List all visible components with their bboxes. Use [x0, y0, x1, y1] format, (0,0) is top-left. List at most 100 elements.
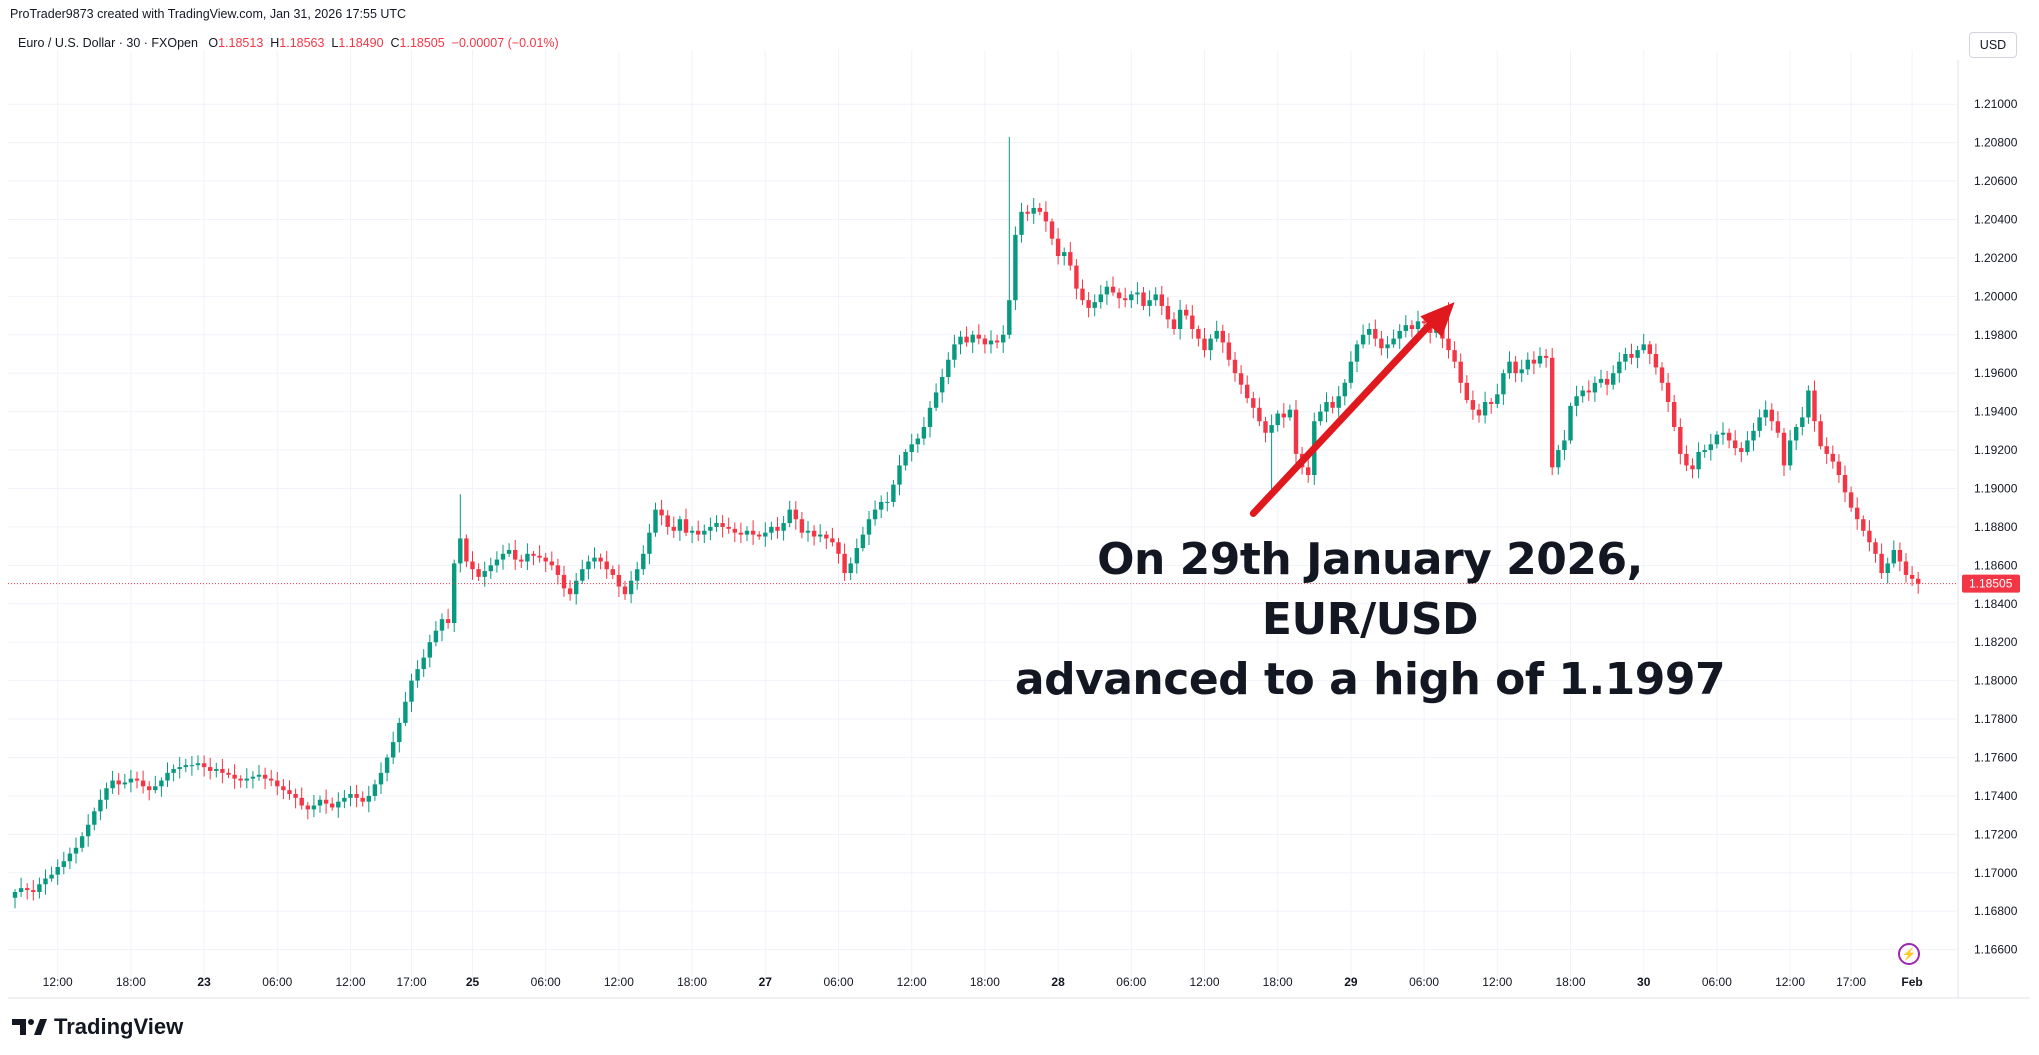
candle-body	[500, 553, 506, 560]
candle-body	[628, 580, 634, 595]
candle-body	[1818, 421, 1823, 447]
candle-body	[1190, 315, 1195, 330]
candle-body	[1653, 353, 1659, 368]
candle-body	[1684, 453, 1689, 466]
candle-body	[1104, 286, 1110, 295]
candle-body	[1013, 234, 1018, 301]
candle-body	[384, 757, 390, 773]
candle-body	[696, 530, 701, 535]
x-tick-label: 12:00	[1482, 975, 1512, 989]
candle-body	[1562, 440, 1567, 451]
candle-body	[1556, 450, 1561, 468]
y-tick-label: 1.20000	[1974, 289, 2018, 303]
y-tick-label: 1.20800	[1974, 136, 2018, 150]
candle-body	[1360, 334, 1366, 345]
candle-body	[580, 569, 585, 581]
candle-body	[830, 538, 835, 543]
candle-body	[1458, 361, 1463, 383]
y-tick-label: 1.19400	[1974, 405, 2018, 419]
candle-body	[1495, 394, 1500, 404]
candle-body	[787, 509, 792, 524]
candle-body	[1537, 355, 1543, 364]
candle-body	[445, 619, 451, 623]
y-tick-label: 1.20600	[1974, 174, 2018, 188]
candle-body	[421, 657, 426, 670]
candle-body	[1025, 211, 1030, 214]
candle-body	[86, 824, 91, 837]
candle-body	[1629, 353, 1634, 358]
y-tick-label: 1.19600	[1974, 366, 2018, 380]
y-tick-label: 1.19200	[1974, 443, 2018, 457]
candle-body	[1769, 409, 1774, 422]
candle-body	[1177, 309, 1183, 330]
candle-body	[1031, 207, 1036, 214]
x-tick-label: 06:00	[1116, 975, 1146, 989]
candle-body	[1306, 467, 1311, 476]
candle-body	[159, 780, 164, 787]
candle-body	[1330, 402, 1335, 408]
tradingview-logo[interactable]: TradingView	[12, 1013, 183, 1041]
candle-body	[1055, 238, 1061, 256]
candle-body	[757, 534, 762, 537]
candle-body	[702, 530, 707, 535]
candle-body	[854, 548, 859, 564]
x-tick-label: 18:00	[1263, 975, 1293, 989]
candle-body	[1842, 475, 1848, 493]
candle-body	[214, 769, 219, 771]
candle-body	[1354, 344, 1360, 362]
symbol-legend: Euro / U.S. Dollar · 30 · FXOpen O1.1851…	[18, 36, 559, 50]
candle-body	[793, 509, 798, 520]
candle-body	[1208, 338, 1213, 351]
candle-body	[671, 526, 676, 531]
high-label: H	[270, 36, 280, 50]
candle-body	[738, 532, 744, 535]
candle-body	[1787, 440, 1793, 466]
y-tick-label: 1.16600	[1974, 943, 2018, 957]
candle-body	[641, 553, 646, 570]
candle-body	[805, 530, 811, 533]
candle-body	[1421, 321, 1427, 324]
candle-body	[1007, 300, 1012, 335]
candle-body	[1275, 413, 1280, 426]
x-tick-label: 18:00	[116, 975, 146, 989]
candle-body	[1336, 396, 1341, 408]
candle-body	[1635, 350, 1640, 358]
candle-body	[323, 799, 329, 804]
candle-body	[1720, 432, 1726, 435]
candle-body	[1580, 390, 1585, 397]
candle-body	[1086, 300, 1091, 308]
low-value: 1.18490	[338, 36, 384, 50]
candle-body	[964, 336, 969, 343]
candle-body	[1220, 330, 1225, 343]
candle-body	[604, 561, 609, 570]
candle-body	[360, 797, 365, 802]
y-tick-label: 1.18800	[1974, 520, 2018, 534]
candle-body	[409, 680, 414, 702]
candle-body	[1263, 421, 1268, 433]
candle-body	[336, 801, 341, 808]
candle-body	[1867, 530, 1872, 543]
bolt-icon[interactable]: ⚡	[1898, 943, 1920, 965]
candle-body	[1525, 359, 1530, 370]
candle-body	[1470, 400, 1476, 410]
candle-body	[635, 569, 640, 581]
x-tick-label: 12:00	[1775, 975, 1805, 989]
candle-body	[525, 553, 530, 562]
created-by-text: ProTrader9873 created with TradingView.c…	[10, 7, 407, 21]
candle-body	[403, 701, 408, 723]
candle-body	[818, 534, 823, 537]
candle-body	[140, 780, 146, 787]
currency-button[interactable]: USD	[1969, 32, 2017, 58]
candle-body	[1196, 329, 1201, 339]
candle-body	[128, 778, 134, 783]
candle-body	[567, 588, 573, 595]
x-tick-label: 18:00	[970, 975, 1000, 989]
x-tick-label: 06:00	[1702, 975, 1732, 989]
candle-body	[1659, 367, 1665, 383]
x-tick-label: Feb	[1901, 975, 1922, 989]
candle-body	[988, 340, 994, 345]
candle-body	[1623, 353, 1628, 362]
x-tick-label: 17:00	[396, 975, 426, 989]
candle-body	[586, 561, 591, 570]
